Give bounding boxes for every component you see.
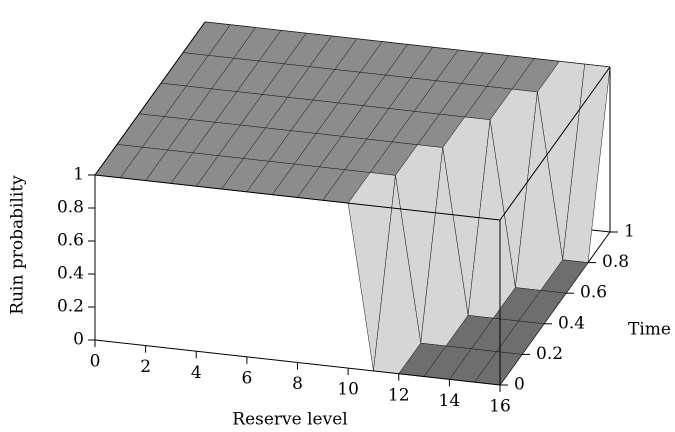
x-tick-label: 12 <box>388 385 410 405</box>
y-tick-label: 0.6 <box>580 283 607 303</box>
x-tick-label: 10 <box>337 380 359 400</box>
y-tick-label: 0 <box>514 375 525 395</box>
x-tick-label: 16 <box>489 397 511 417</box>
y-axis-title: Time <box>628 320 671 340</box>
box-edge <box>94 174 501 221</box>
y-tick-label: 1 <box>624 222 635 242</box>
y-tick-label: 0.2 <box>536 344 563 364</box>
z-axis-title: Ruin probability <box>8 175 28 315</box>
x-axis-title: Reserve level <box>232 410 347 430</box>
z-tick-label: 0.4 <box>57 264 84 284</box>
box-edge <box>499 66 611 221</box>
x-tick-label: 4 <box>191 363 202 383</box>
z-tick-label: 0.6 <box>57 231 84 251</box>
z-tick-label: 0 <box>73 330 84 350</box>
box-edge <box>94 21 206 176</box>
z-tick-label: 1 <box>73 165 84 185</box>
x-tick-label: 0 <box>90 352 101 372</box>
z-tick-label: 0.2 <box>57 297 84 317</box>
x-tick-label: 14 <box>439 391 461 411</box>
x-tick-label: 6 <box>241 368 252 388</box>
y-tick-label: 0.8 <box>602 252 629 272</box>
x-tick-label: 8 <box>292 374 303 394</box>
z-tick-label: 0.8 <box>57 198 84 218</box>
x-tick-label: 2 <box>140 357 151 377</box>
y-tick-label: 0.4 <box>558 313 585 333</box>
